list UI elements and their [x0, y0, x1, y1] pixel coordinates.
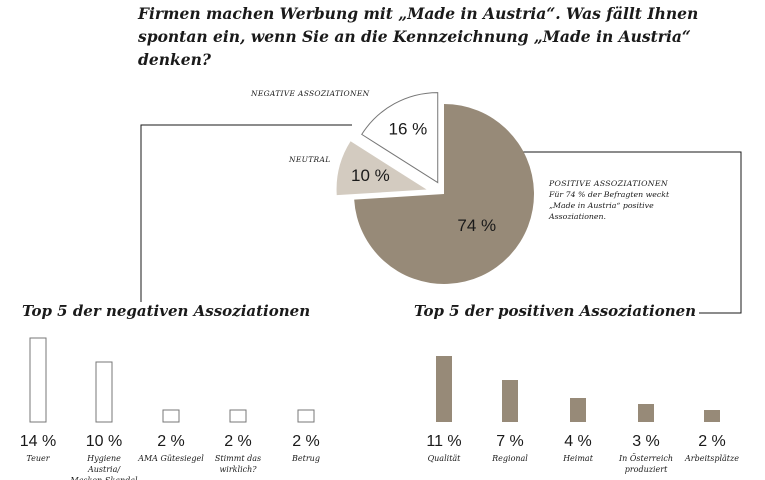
negative-bar — [297, 409, 315, 423]
negative-category-label: Stimmt das — [215, 454, 261, 463]
pie-slice-positive — [354, 104, 534, 285]
negative-connector-line — [140, 124, 352, 310]
positive-connector-line — [482, 151, 742, 314]
negative-value-label: 10 % — [86, 433, 122, 450]
positive-category-label: Qualität — [428, 454, 462, 463]
connector-lines — [140, 124, 742, 314]
positive-category-label: Regional — [491, 454, 528, 463]
positive-bar — [570, 398, 586, 422]
negative-category-label: Betrug — [291, 454, 320, 463]
negative-bar — [229, 409, 247, 423]
positive-value-label: 11 % — [426, 433, 461, 450]
negative-category-label: Masken-Skandal — [69, 476, 138, 480]
negative-bar — [162, 409, 180, 423]
pie-chart: 74 % 10 % 16 % — [336, 92, 534, 285]
pie-label-positive: POSITIVE ASSOZIATIONEN — [549, 179, 669, 188]
positive-value-label: 2 % — [698, 433, 726, 450]
positive-bar — [502, 380, 518, 422]
negative-category-label: wirklich? — [219, 465, 257, 474]
pie-value-positive: 74 % — [457, 216, 496, 235]
negative-bar — [29, 337, 47, 423]
negative-value-label: 2 % — [157, 433, 185, 450]
negative-value-label: 14 % — [20, 433, 56, 450]
positive-category-label: produziert — [625, 465, 668, 474]
negative-category-label: Teuer — [26, 454, 50, 463]
pie-slice-negative — [361, 92, 439, 184]
positive-value-label: 3 % — [632, 433, 660, 450]
positive-category-label: Heimat — [562, 454, 594, 463]
negative-value-label: 2 % — [224, 433, 252, 450]
positive-section-title: Top 5 der positiven Assoziationen — [414, 302, 700, 320]
negative-category-label: Hygiene — [86, 454, 121, 463]
chart-title: Firmen machen Werbung mit „Made in Austr… — [138, 4, 699, 69]
positive-category-label: Arbeitsplätze — [684, 454, 739, 463]
pie-slice-neutral — [336, 141, 427, 196]
positive-bar-chart: 11 % Qualität 7 % Regional 4 % Heimat 3 % In Ös… — [426, 356, 739, 474]
negative-bar — [95, 361, 113, 423]
pie-label-negative: NEGATIVE ASSOZIATIONEN — [251, 89, 370, 98]
negative-section-title: Top 5 der negativen Assoziationen — [22, 302, 311, 320]
positive-value-label: 7 % — [496, 433, 524, 450]
pie-label-neutral: NEUTRAL — [289, 155, 331, 164]
positive-value-label: 4 % — [564, 433, 592, 450]
positive-annotation: POSITIVE ASSOZIATIONEN Für 74 % der Befr… — [549, 178, 689, 222]
pie-value-neutral: 10 % — [351, 166, 390, 185]
negative-category-label: AMA Gütesiegel — [137, 454, 204, 463]
positive-annotation-text: Für 74 % der Befragten weckt „Made in Au… — [549, 190, 670, 221]
positive-bar — [638, 404, 654, 422]
positive-bar — [704, 410, 720, 422]
negative-value-label: 2 % — [292, 433, 320, 450]
positive-category-label: In Österreich — [618, 454, 673, 463]
pie-value-negative: 16 % — [388, 119, 427, 138]
positive-bar — [436, 356, 452, 422]
negative-bar-chart: 14 % Teuer 10 % Hygiene Austria/Masken-Skand… — [20, 337, 320, 480]
negative-category-label: Austria/ — [87, 465, 121, 474]
